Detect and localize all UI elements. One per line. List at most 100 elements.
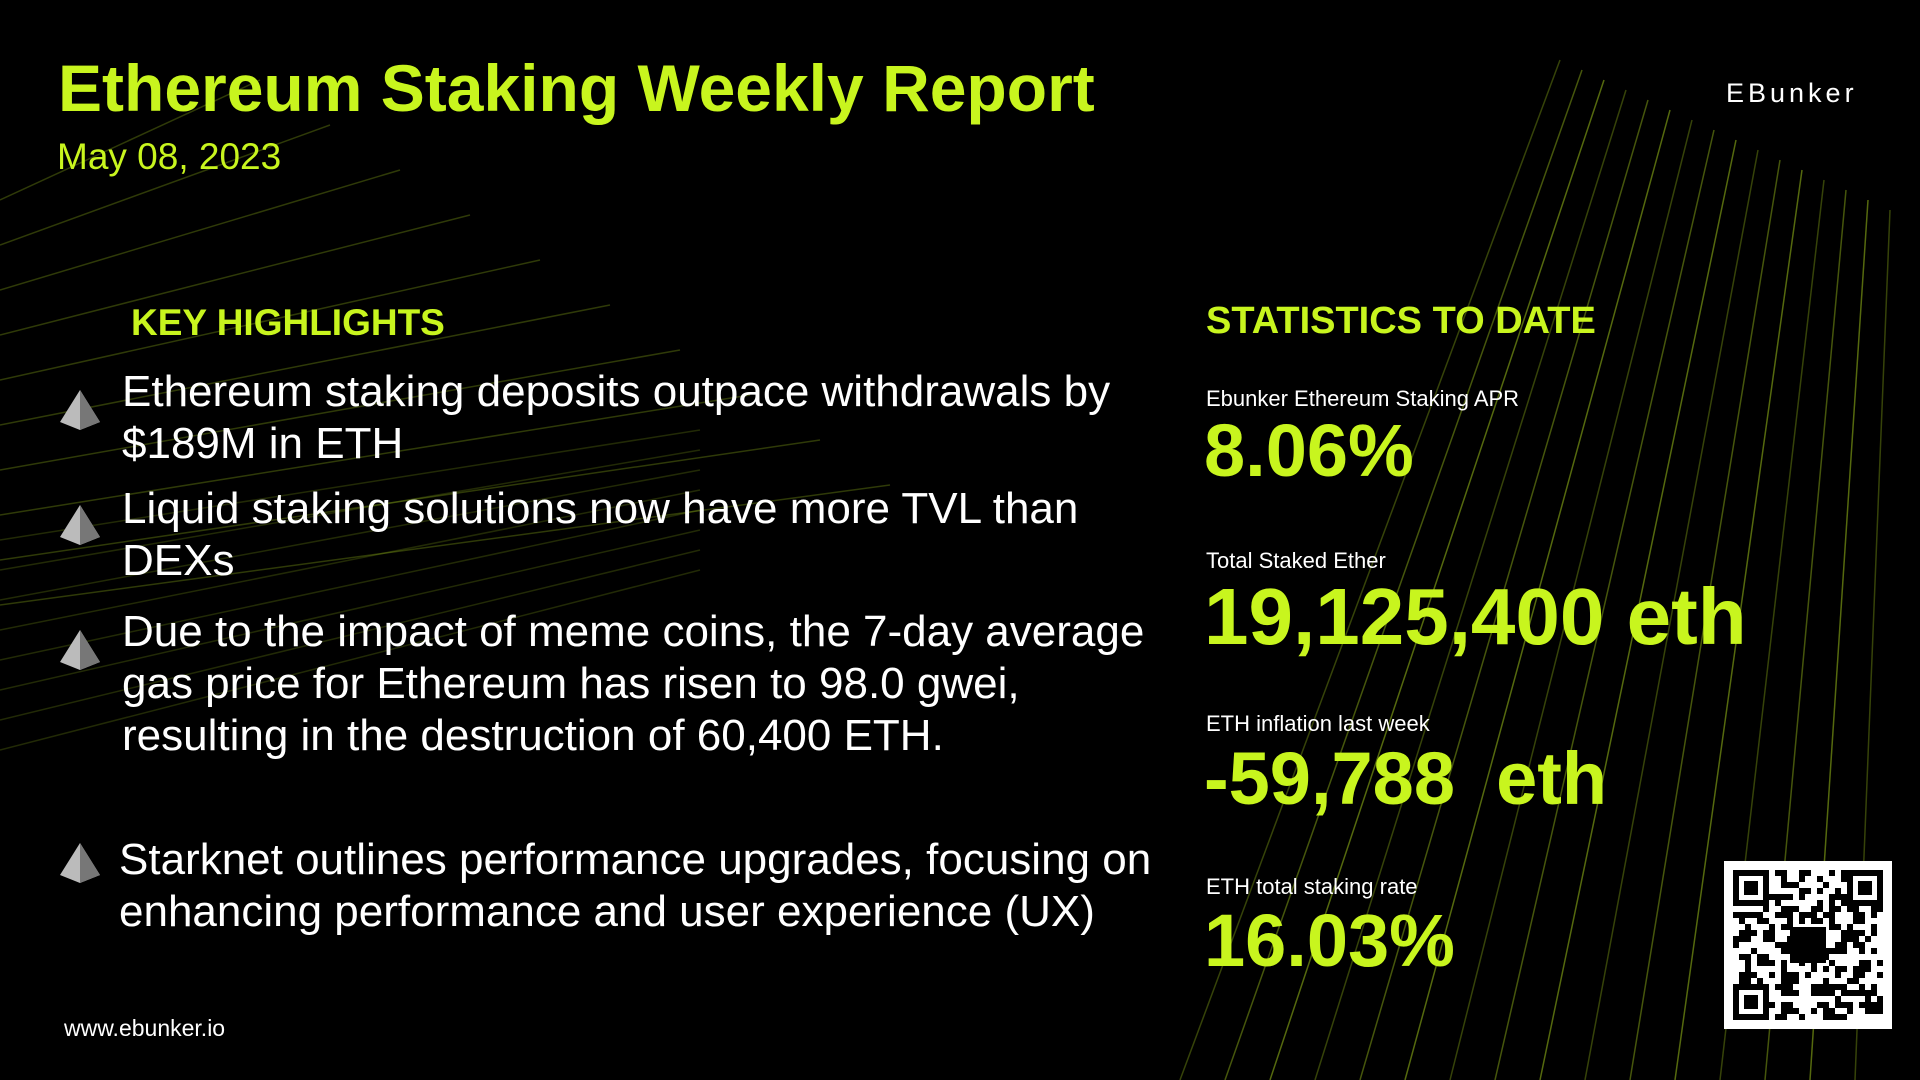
qr-cell <box>1847 936 1853 942</box>
qr-cell <box>1799 918 1805 924</box>
qr-cell <box>1775 894 1781 900</box>
qr-cell <box>1769 960 1775 966</box>
qr-cell <box>1739 954 1745 960</box>
qr-cell <box>1817 984 1823 990</box>
qr-cell <box>1859 966 1865 972</box>
qr-cell <box>1835 924 1841 930</box>
qr-cell <box>1787 972 1793 978</box>
qr-cell <box>1835 948 1841 954</box>
qr-cell <box>1829 900 1835 906</box>
stat-value: 8.06% <box>1204 409 1414 492</box>
decor-line <box>0 469 701 601</box>
qr-cell <box>1805 870 1811 876</box>
qr-cell <box>1871 1002 1877 1008</box>
qr-cell <box>1853 912 1859 918</box>
qr-cell <box>1871 930 1877 936</box>
stat-value: -59,788 eth <box>1204 737 1608 820</box>
qr-cell <box>1787 894 1793 900</box>
qr-cell <box>1841 870 1847 876</box>
qr-cell <box>1781 876 1787 882</box>
qr-cell <box>1769 930 1775 936</box>
decor-line <box>0 569 701 751</box>
qr-cell <box>1757 912 1763 918</box>
decor-line <box>1179 59 1561 1080</box>
decor-line <box>0 169 401 291</box>
qr-cell <box>1763 930 1769 936</box>
qr-cell <box>1829 948 1835 954</box>
qr-cell <box>1823 1014 1829 1020</box>
qr-cell <box>1733 912 1739 918</box>
qr-cell <box>1811 918 1817 924</box>
qr-cell <box>1829 870 1835 876</box>
qr-cell <box>1823 1008 1829 1014</box>
decor-line <box>0 394 751 516</box>
qr-cell <box>1739 918 1745 924</box>
qr-cell <box>1859 942 1865 948</box>
qr-cell <box>1787 1008 1793 1014</box>
qr-cell <box>1805 912 1811 918</box>
qr-cell <box>1859 972 1865 978</box>
qr-cell <box>1817 1002 1823 1008</box>
qr-cell <box>1853 942 1859 948</box>
qr-cell <box>1835 996 1841 1002</box>
qr-cell <box>1781 906 1787 912</box>
qr-cell <box>1877 972 1883 978</box>
decor-line <box>0 429 701 541</box>
qr-cell <box>1817 990 1823 996</box>
qr-cell <box>1745 930 1751 936</box>
qr-cell <box>1835 894 1841 900</box>
decor-line <box>1629 159 1781 1080</box>
qr-pattern <box>1733 870 1883 1020</box>
qr-cell <box>1745 924 1751 930</box>
qr-cell <box>1787 882 1793 888</box>
qr-cell <box>1853 978 1859 984</box>
qr-cell <box>1757 954 1763 960</box>
qr-cell <box>1769 924 1775 930</box>
qr-cell <box>1775 900 1781 906</box>
qr-cell <box>1829 894 1835 900</box>
qr-cell <box>1829 924 1835 930</box>
qr-cell <box>1763 906 1769 912</box>
qr-cell <box>1847 906 1853 912</box>
qr-cell <box>1871 1008 1877 1014</box>
qr-cell <box>1751 948 1757 954</box>
qr-cell <box>1841 942 1847 948</box>
decor-line <box>1584 149 1759 1080</box>
qr-cell <box>1787 984 1793 990</box>
qr-cell <box>1865 966 1871 972</box>
decor-line <box>0 214 471 336</box>
qr-cell <box>1817 900 1823 906</box>
qr-cell <box>1871 984 1877 990</box>
qr-cell <box>1877 1008 1883 1014</box>
qr-cell <box>1835 966 1841 972</box>
qr-cell <box>1853 906 1859 912</box>
qr-cell <box>1775 870 1781 876</box>
qr-cell <box>1769 936 1775 942</box>
qr-cell <box>1871 948 1877 954</box>
section-heading: STATISTICS TO DATE <box>1206 300 1596 342</box>
qr-cell <box>1811 990 1817 996</box>
qr-cell <box>1841 876 1847 882</box>
bullet-icons <box>60 390 100 883</box>
qr-cell <box>1865 960 1871 966</box>
qr-cell <box>1751 912 1757 918</box>
qr-cell <box>1781 912 1787 918</box>
qr-cell <box>1841 1014 1847 1020</box>
qr-cell <box>1811 912 1817 918</box>
qr-cell <box>1847 1002 1853 1008</box>
qr-cell <box>1757 918 1763 924</box>
website: www.ebunker.io <box>64 1015 226 1041</box>
qr-cell <box>1865 1002 1871 1008</box>
eth-icon <box>60 630 100 670</box>
qr-cell <box>1781 960 1787 966</box>
qr-cell <box>1858 881 1872 895</box>
decor-line <box>1359 99 1649 1080</box>
qr-cell <box>1763 954 1769 960</box>
decor-line <box>1314 89 1627 1080</box>
qr-cell <box>1841 966 1847 972</box>
qr-cell <box>1853 966 1859 972</box>
qr-cell <box>1793 1008 1799 1014</box>
qr-cell <box>1847 1008 1853 1014</box>
